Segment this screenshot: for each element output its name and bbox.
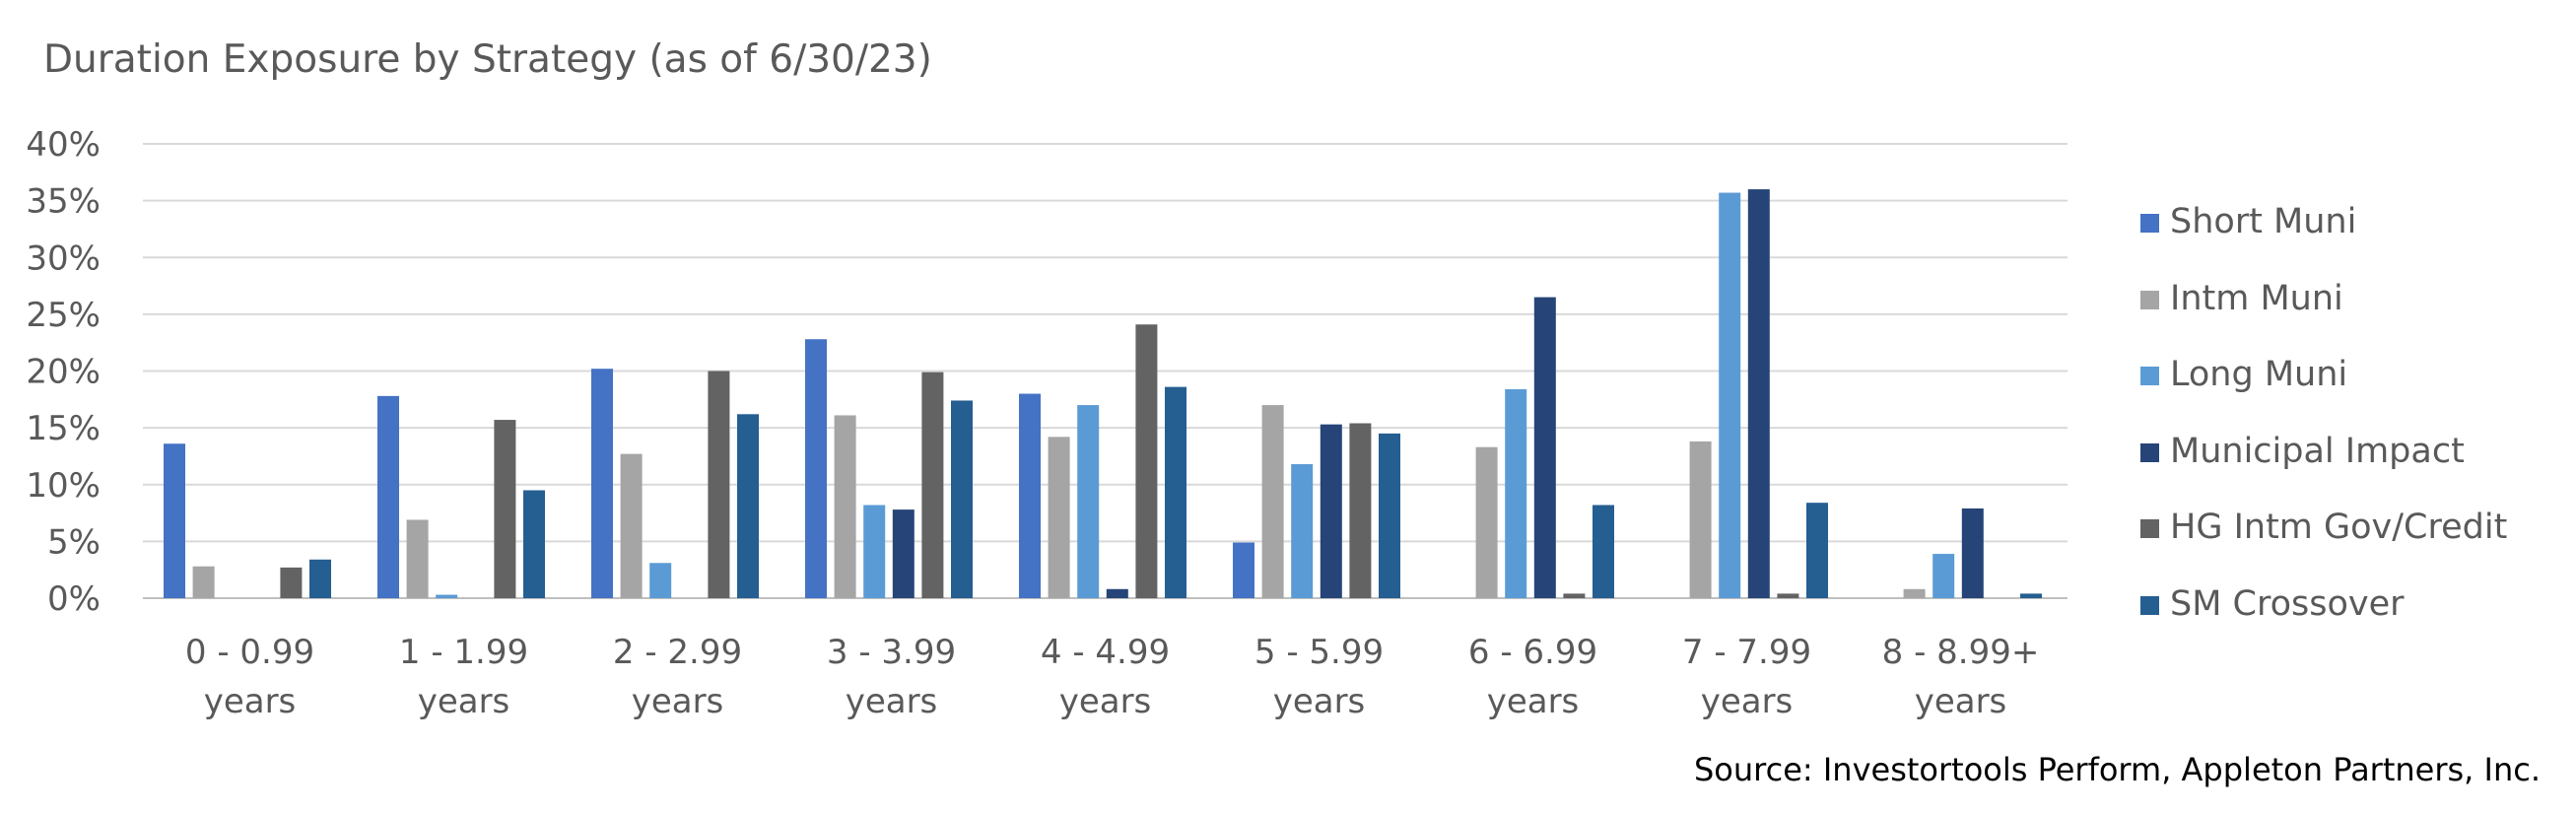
bar [863, 505, 886, 598]
bar [1379, 433, 1400, 598]
x-tick-label: 0 - 0.99 [185, 633, 314, 672]
y-tick-label: 5% [47, 522, 101, 562]
x-tick-label: years [1059, 682, 1152, 721]
bar [1019, 393, 1041, 598]
legend-label: Short Muni [2170, 202, 2357, 241]
bar [1747, 189, 1770, 598]
bar [921, 372, 944, 598]
bar [1593, 505, 1614, 598]
legend-swatch [2140, 367, 2159, 385]
legend-swatch [2140, 519, 2159, 538]
bar [649, 563, 672, 598]
bar [951, 400, 973, 598]
bar [406, 519, 429, 598]
bar [1563, 593, 1586, 598]
bar [192, 566, 215, 598]
bar [1533, 297, 1556, 598]
legend-swatch [2140, 290, 2159, 309]
x-tick-label: 1 - 1.99 [399, 633, 528, 672]
x-tick-label: 3 - 3.99 [827, 633, 956, 672]
chart-title: Duration Exposure by Strategy (as of 6/3… [43, 37, 932, 82]
bar [436, 594, 458, 598]
bar [1689, 440, 1712, 598]
bar [309, 559, 331, 598]
x-tick-label: 6 - 6.99 [1468, 633, 1597, 672]
y-tick-label: 30% [26, 238, 101, 278]
bar [280, 567, 303, 598]
y-tick-label: 10% [26, 466, 101, 506]
x-tick-label: years [632, 682, 724, 721]
x-tick-label: 7 - 7.99 [1682, 633, 1811, 672]
bar [737, 414, 759, 598]
bar [1505, 388, 1527, 598]
x-tick-label: years [1487, 682, 1580, 721]
bar [1320, 424, 1342, 598]
y-tick-label: 25% [26, 296, 101, 335]
legend-label: SM Crossover [2170, 583, 2405, 624]
bar [591, 369, 613, 598]
bar [1903, 588, 1926, 598]
bar [708, 371, 730, 598]
bar [164, 443, 185, 598]
bar [1291, 464, 1314, 598]
bar [1233, 542, 1254, 598]
x-tick-label: years [1915, 682, 2007, 721]
legend-swatch [2140, 595, 2159, 615]
x-tick-label: years [204, 682, 297, 721]
x-tick-label: years [1701, 682, 1794, 721]
bar [1165, 386, 1186, 598]
legend-swatch [2140, 214, 2159, 233]
y-tick-label: 0% [47, 579, 101, 619]
legend-swatch [2140, 442, 2159, 462]
y-tick-label: 15% [26, 409, 101, 448]
bar [834, 415, 856, 598]
x-tick-label: 4 - 4.99 [1041, 633, 1170, 672]
bar [2020, 593, 2042, 598]
source-note: Source: Investortools Perform, Appleton … [1693, 751, 2541, 788]
bar [494, 420, 516, 598]
bar [620, 453, 643, 598]
bar [1349, 423, 1372, 598]
x-tick-label: years [418, 682, 510, 721]
bar [892, 509, 915, 598]
bar [1932, 554, 1955, 598]
y-tick-label: 35% [26, 182, 101, 222]
y-tick-label: 40% [26, 125, 101, 165]
bar [1806, 503, 1828, 598]
legend-label: Long Muni [2170, 355, 2348, 394]
bar [1077, 405, 1100, 598]
legend-label: HG Intm Gov/Credit [2170, 508, 2508, 547]
bar [805, 339, 827, 598]
x-tick-label: 8 - 8.99+ [1882, 633, 2040, 672]
bar [1106, 588, 1128, 598]
legend-label: Municipal Impact [2170, 431, 2465, 471]
x-tick-label: 5 - 5.99 [1254, 633, 1384, 672]
legend-label: Intm Muni [2170, 278, 2343, 318]
bar [1777, 593, 1799, 598]
bar [1719, 192, 1741, 598]
bar [377, 395, 399, 598]
x-tick-label: years [846, 682, 938, 721]
y-tick-label: 20% [26, 353, 101, 392]
bar [1961, 508, 1984, 598]
bar [1475, 446, 1498, 598]
bar [1261, 405, 1284, 598]
bar [1135, 324, 1158, 598]
bar [1048, 437, 1070, 598]
x-tick-label: years [1273, 682, 1366, 721]
x-tick-label: 2 - 2.99 [613, 633, 742, 672]
bar [523, 490, 545, 598]
